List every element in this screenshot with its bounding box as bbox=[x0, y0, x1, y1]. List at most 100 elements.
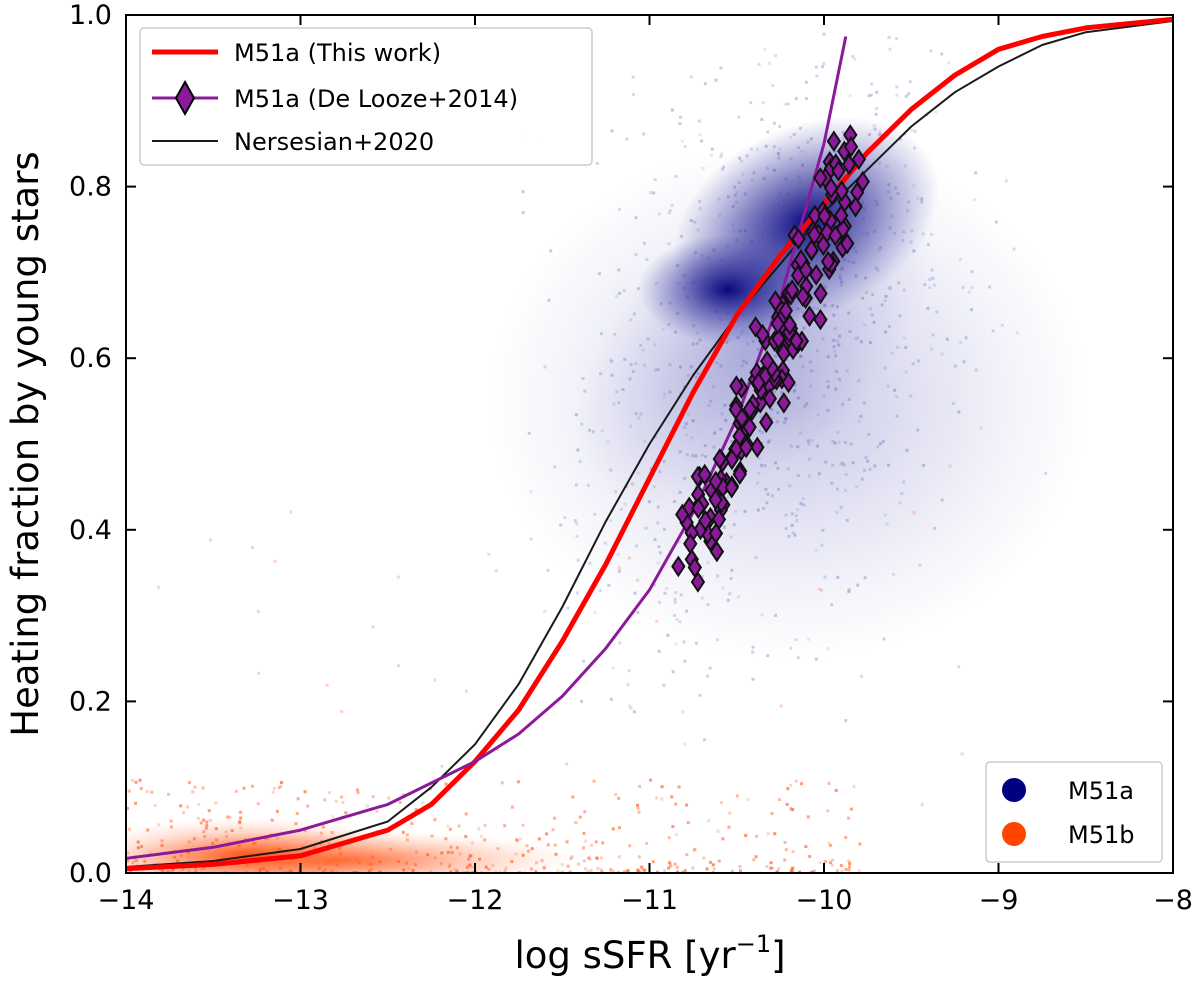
m51a-pixel bbox=[618, 291, 622, 295]
m51a-pixel bbox=[789, 135, 793, 139]
m51b-pixel bbox=[483, 823, 487, 827]
m51a-pixel bbox=[599, 372, 603, 376]
m51a-pixel bbox=[652, 191, 656, 195]
m51a-pixel bbox=[800, 149, 804, 153]
m51b-pixel bbox=[426, 853, 430, 857]
m51b-pixel bbox=[238, 821, 242, 825]
m51a-pixel bbox=[698, 338, 702, 342]
m51a-pixel bbox=[746, 259, 750, 263]
legend-label-de-looze: M51a (De Looze+2014) bbox=[234, 85, 518, 113]
m51a-pixel bbox=[566, 606, 570, 610]
m51b-pixel bbox=[396, 859, 400, 863]
m51b-pixel bbox=[727, 825, 731, 829]
m51a-pixel bbox=[647, 500, 651, 504]
m51a-pixel bbox=[712, 445, 716, 449]
m51b-outlier-pixel bbox=[957, 665, 961, 669]
m51b-pixel bbox=[705, 867, 709, 871]
m51b-pixel bbox=[834, 788, 838, 792]
m51a-pixel bbox=[852, 246, 856, 250]
m51a-pixel bbox=[609, 468, 613, 472]
m51a-pixel bbox=[720, 152, 724, 156]
m51b-pixel bbox=[454, 870, 458, 873]
m51a-pixel bbox=[625, 137, 629, 141]
m51b-pixel bbox=[319, 831, 323, 835]
m51a-pixel bbox=[777, 156, 781, 160]
m51b-pixel bbox=[554, 852, 558, 856]
m51a-pixel bbox=[791, 531, 795, 535]
m51b-pixel bbox=[746, 798, 750, 802]
m51b-pixel bbox=[530, 867, 534, 871]
m51a-pixel bbox=[888, 287, 892, 291]
m51a-pixel bbox=[994, 220, 998, 224]
m51a-pixel bbox=[682, 274, 686, 278]
m51b-pixel bbox=[521, 853, 525, 857]
m51b-pixel bbox=[847, 859, 851, 863]
m51a-pixel bbox=[609, 697, 613, 701]
m51a-pixel bbox=[656, 561, 660, 565]
m51a-pixel bbox=[685, 609, 689, 613]
m51a-pixel bbox=[877, 248, 881, 252]
m51b-pixel bbox=[193, 866, 197, 870]
legend-density: M51a M51b bbox=[985, 761, 1163, 863]
m51a-pixel bbox=[778, 125, 782, 129]
m51a-pixel bbox=[743, 509, 747, 513]
m51a-pixel bbox=[852, 260, 856, 264]
m51b-pixel bbox=[711, 870, 715, 873]
m51b-outlier-pixel bbox=[898, 501, 902, 505]
m51a-pixel bbox=[839, 267, 843, 271]
m51a-pixel bbox=[759, 415, 763, 419]
m51a-pixel bbox=[636, 287, 640, 291]
m51b-pixel bbox=[574, 821, 578, 825]
m51a-pixel bbox=[887, 35, 891, 39]
m51a-pixel bbox=[806, 140, 810, 144]
m51a-pixel bbox=[885, 164, 889, 168]
m51b-pixel bbox=[645, 841, 649, 845]
m51b-pixel bbox=[313, 846, 317, 850]
de-looze-marker bbox=[683, 532, 698, 555]
m51a-pixel bbox=[822, 394, 826, 398]
m51a-pixel bbox=[870, 293, 874, 297]
m51a-pixel bbox=[929, 49, 933, 53]
m51a-pixel bbox=[776, 152, 780, 156]
m51a-pixel bbox=[573, 519, 577, 523]
m51b-pixel bbox=[500, 781, 504, 785]
m51a-pixel bbox=[721, 165, 725, 169]
m51a-pixel bbox=[801, 310, 805, 314]
m51a-pixel bbox=[857, 419, 861, 423]
m51a-pixel bbox=[814, 253, 818, 257]
m51a-pixel bbox=[952, 402, 956, 406]
m51a-pixel bbox=[910, 128, 914, 132]
m51b-pixel bbox=[270, 818, 274, 822]
m51b-pixel bbox=[503, 824, 507, 828]
m51a-pixel bbox=[821, 283, 825, 287]
m51a-pixel bbox=[701, 166, 705, 170]
m51a-pixel bbox=[673, 499, 677, 503]
m51a-pixel bbox=[917, 359, 921, 363]
m51b-pixel bbox=[847, 868, 851, 872]
m51a-pixel bbox=[632, 710, 636, 714]
m51a-pixel bbox=[709, 282, 713, 286]
m51b-pixel bbox=[571, 795, 575, 799]
m51a-pixel bbox=[933, 526, 937, 530]
m51a-pixel bbox=[593, 512, 597, 516]
m51b-pixel bbox=[294, 822, 298, 826]
m51b-pixel bbox=[387, 796, 391, 800]
m51b-pixel bbox=[584, 867, 588, 871]
m51b-pixel bbox=[449, 870, 453, 873]
x-axis-label-superscript: −1 bbox=[736, 930, 771, 958]
m51b-pixel bbox=[637, 810, 641, 814]
m51a-pixel bbox=[876, 269, 880, 273]
m51b-pixel bbox=[290, 870, 294, 873]
m51b-pixel bbox=[667, 866, 671, 870]
m51a-pixel bbox=[900, 492, 904, 496]
m51b-pixel bbox=[844, 867, 848, 871]
legend-entry-m51a: M51a bbox=[1002, 777, 1134, 805]
m51b-pixel bbox=[194, 867, 198, 871]
m51b-pixel bbox=[691, 866, 695, 870]
m51a-pixel bbox=[636, 611, 640, 615]
m51a-pixel bbox=[822, 32, 826, 36]
m51a-pixel bbox=[586, 483, 590, 487]
m51a-pixel bbox=[720, 168, 724, 172]
m51a-pixel bbox=[878, 246, 882, 250]
m51a-pixel bbox=[718, 214, 722, 218]
